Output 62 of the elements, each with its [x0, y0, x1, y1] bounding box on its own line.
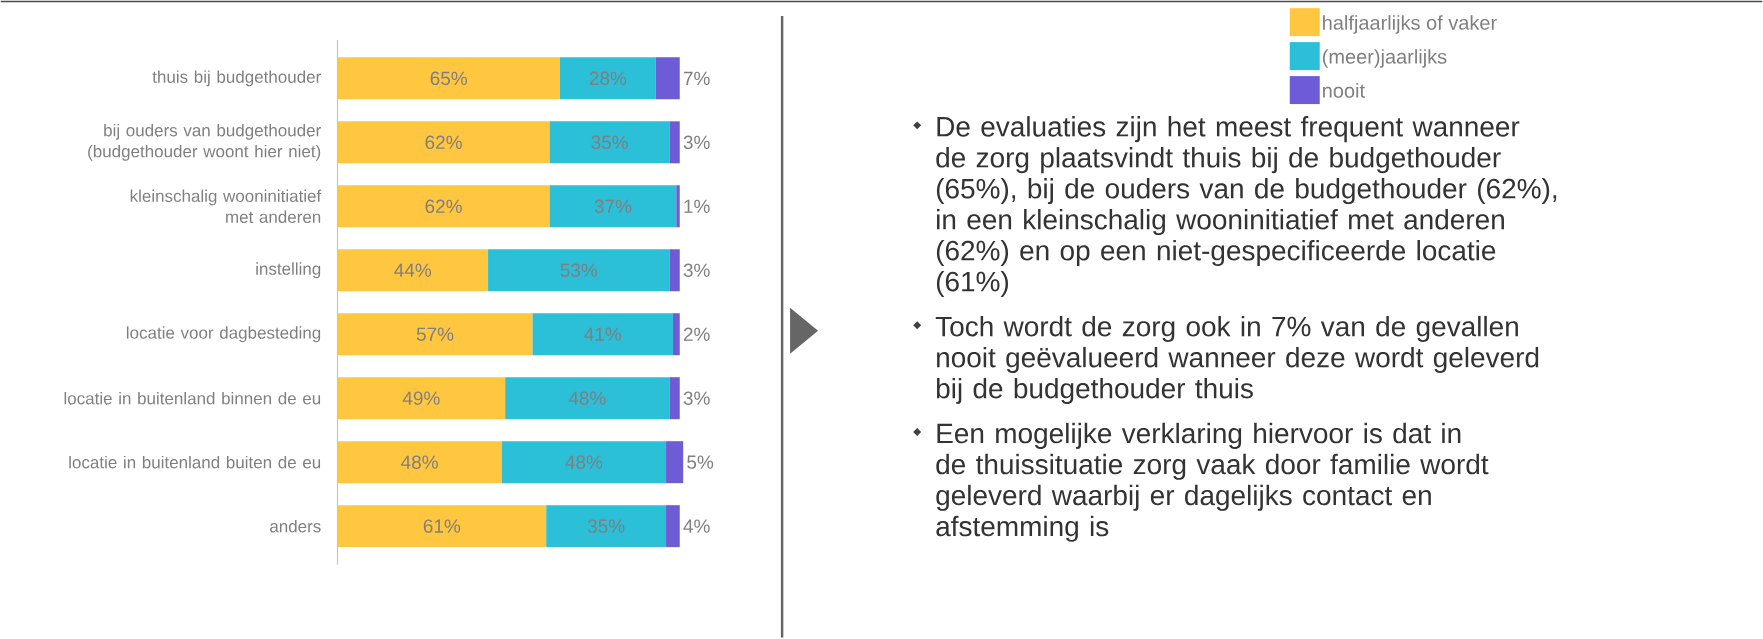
bar — [546, 505, 667, 548]
data-label: 48% — [401, 455, 438, 470]
data-label: 57% — [416, 327, 454, 342]
y-tick-label: locatie in buitenland buiten de eu — [69, 456, 321, 469]
y-tick-label: bij ouders van budgethouder (budgethouder woont hier niet) — [88, 124, 321, 161]
y-tick-label: kleinschalig wooninitiatief met anderen — [130, 189, 322, 224]
data-label: 3% — [683, 391, 710, 406]
bar — [488, 249, 670, 292]
data-label: 3% — [683, 135, 710, 150]
y-tick-label: thuis bij budgethouder — [152, 70, 321, 87]
data-label: 41% — [584, 327, 622, 342]
bar — [337, 441, 502, 484]
bar — [655, 57, 680, 100]
bar — [337, 377, 506, 420]
bar — [549, 185, 677, 228]
bar — [672, 313, 680, 356]
bar — [559, 57, 656, 100]
bar — [669, 121, 680, 164]
y-tick-label: locatie voor dagbesteding — [126, 326, 321, 343]
bar — [337, 505, 547, 548]
data-label: 3% — [683, 263, 710, 278]
text: De evaluaties zijn het meest frequent wanneer de zorg plaatsvindt thuis bij de budgethouder (65%), bij de ouders van de budgethouder (62%), in een kleinschalig wooninitiatief met anderen (62%) en op een niet-gespecificeerde locatie (61%) — [936, 116, 1557, 298]
data-label: 62% — [425, 199, 462, 214]
data-label: 48% — [565, 455, 603, 470]
bar — [669, 377, 680, 420]
bar — [337, 185, 550, 228]
bar — [676, 185, 680, 228]
legend-label: nooit — [1323, 83, 1365, 98]
data-label: 49% — [402, 391, 440, 406]
data-label: 1% — [684, 199, 710, 214]
data-label: 2% — [683, 327, 710, 342]
legend-label: halfjaarlijks of vaker — [1323, 15, 1497, 34]
bar — [337, 57, 560, 100]
bar — [501, 441, 667, 484]
bar — [666, 505, 680, 548]
data-label: 7% — [683, 71, 710, 86]
bar — [337, 249, 489, 292]
data-label: 65% — [430, 71, 468, 86]
bar — [549, 121, 670, 164]
y-tick-label: instelling — [256, 262, 321, 279]
data-label: 61% — [423, 519, 461, 533]
data-label: 37% — [594, 199, 632, 214]
bar — [337, 121, 550, 164]
data-label: 35% — [587, 519, 625, 533]
bar — [532, 313, 673, 356]
data-label: 62% — [425, 135, 462, 150]
data-label: 48% — [568, 391, 606, 406]
data-label: 53% — [560, 263, 598, 278]
bar — [666, 441, 684, 484]
bar — [669, 249, 680, 292]
bar — [505, 377, 670, 420]
text: Een mogelijke verklaring hiervoor is dat in de thuissituatie zorg vaak door familie wordt geleverd waarbij er dagelijks contact en afstemming is — [936, 422, 1489, 542]
y-tick-label: locatie in buitenland binnen de eu — [64, 392, 321, 405]
data-label: 44% — [394, 263, 432, 278]
bar — [337, 313, 533, 356]
data-label: 4% — [683, 519, 710, 533]
data-label: 5% — [687, 455, 714, 469]
text: Toch wordt de zorg ook in 7% van de gevallen nooit geëvalueerd wanneer deze wordt geleverd bij de budgethouder thuis — [935, 316, 1539, 405]
data-label: 35% — [591, 135, 628, 150]
data-label: 28% — [589, 71, 627, 86]
y-tick-label: anders — [270, 520, 321, 533]
legend-label: (meer)jaarlijks — [1322, 49, 1447, 68]
